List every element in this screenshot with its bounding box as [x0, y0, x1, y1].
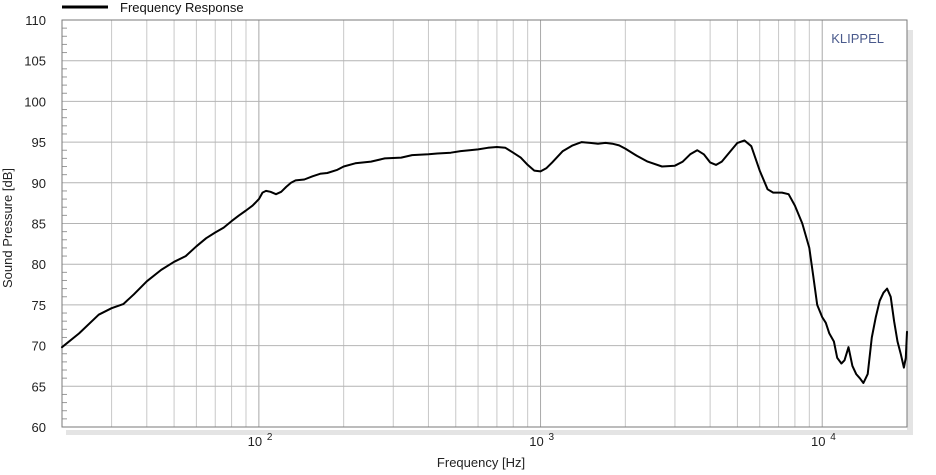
y-tick-label: 65 [32, 379, 46, 394]
y-tick-label: 110 [25, 13, 46, 28]
y-tick-label: 80 [32, 257, 46, 272]
y-tick-label: 90 [32, 176, 46, 191]
y-tick-label: 85 [32, 217, 46, 232]
legend-entry: Frequency Response [120, 0, 244, 15]
series-lines [61, 139, 908, 384]
watermark-text: KLIPPEL [831, 31, 884, 46]
legend: Frequency Response [62, 0, 244, 15]
x-tick-labels: 10 2 10 3 10 4 [248, 432, 837, 449]
x-tick-label: 10 3 [529, 432, 554, 449]
x-tick-base: 10 [811, 434, 825, 449]
x-tick-exponent: 4 [830, 432, 836, 443]
plot-shadow-right [907, 30, 913, 430]
x-tick-exponent: 3 [549, 432, 555, 443]
x-tick-label: 10 2 [248, 432, 273, 449]
y-tick-label: 100 [24, 94, 46, 109]
x-tick-base: 10 [248, 434, 262, 449]
plot-shadow-bottom [66, 430, 913, 435]
y-tick-label: 95 [32, 135, 46, 150]
series-line-frequency-response [61, 139, 908, 384]
y-tick-label: 75 [32, 298, 46, 313]
plot-frame [61, 19, 908, 428]
y-tick-label: 105 [24, 54, 46, 69]
y-tick-label: 70 [32, 339, 46, 354]
x-axis-label: Frequency [Hz] [437, 455, 525, 470]
x-tick-exponent: 2 [267, 432, 273, 443]
x-tick-label: 10 4 [811, 432, 836, 449]
y-axis-label: Sound Pressure [dB] [0, 168, 15, 288]
grid [62, 20, 907, 427]
y-tick-labels: 60 65 70 75 80 85 90 95 100 105 110 [24, 13, 46, 435]
y-tick-label: 60 [32, 420, 46, 435]
x-tick-base: 10 [529, 434, 543, 449]
